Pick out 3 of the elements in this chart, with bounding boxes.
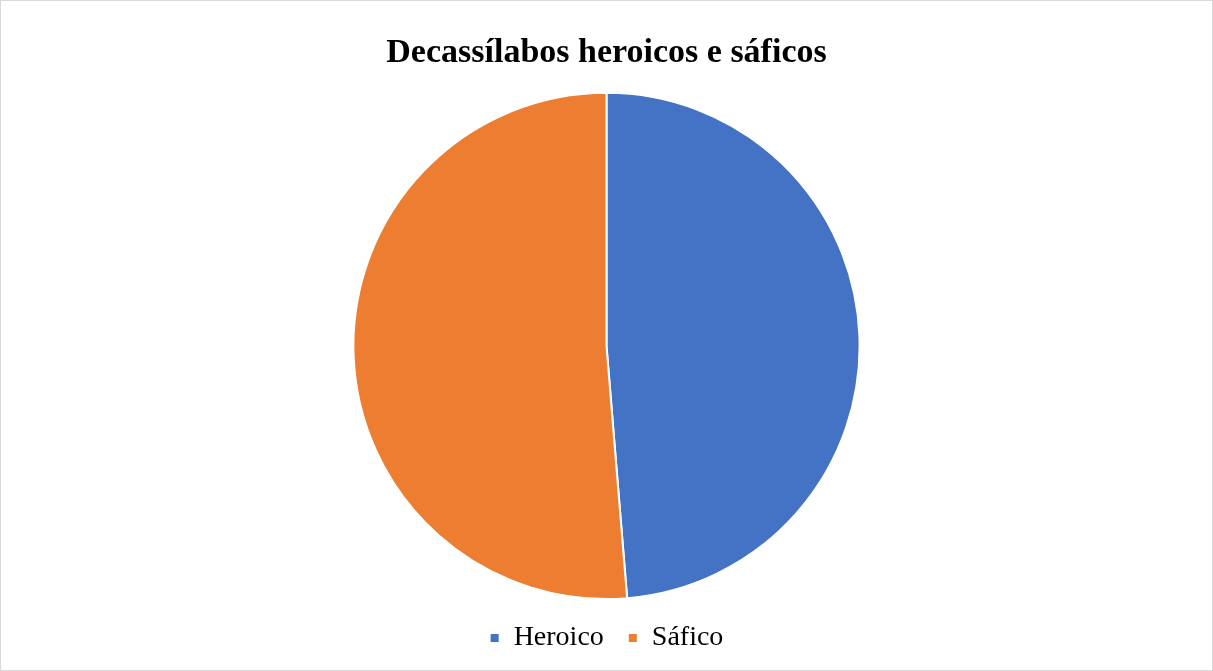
legend-label: Heroico	[513, 620, 604, 652]
chart-title: Decassílabos heroicos e sáficos	[386, 32, 827, 70]
legend-label: Sáfico	[651, 620, 724, 652]
